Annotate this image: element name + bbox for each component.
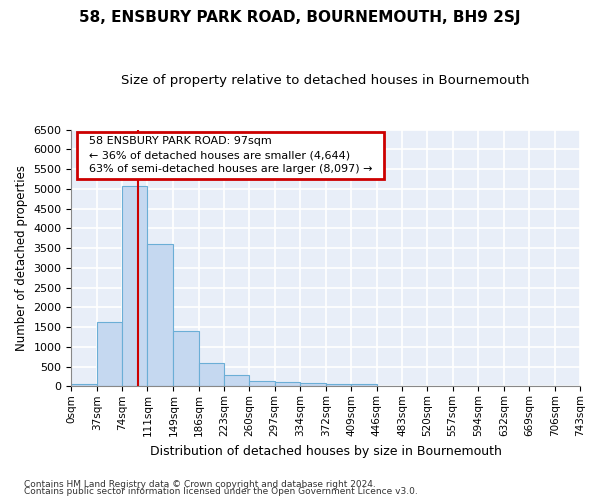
Text: Contains HM Land Registry data © Crown copyright and database right 2024.: Contains HM Land Registry data © Crown c…	[24, 480, 376, 489]
Text: 58 ENSBURY PARK ROAD: 97sqm
  ← 36% of detached houses are smaller (4,644)
  63%: 58 ENSBURY PARK ROAD: 97sqm ← 36% of det…	[82, 136, 379, 174]
Bar	[275, 382, 300, 386]
Bar	[122, 186, 148, 386]
X-axis label: Distribution of detached houses by size in Bournemouth: Distribution of detached houses by size …	[150, 444, 502, 458]
Bar	[352, 384, 377, 386]
Bar	[326, 384, 352, 386]
Bar	[71, 384, 97, 386]
Bar	[173, 330, 199, 386]
Y-axis label: Number of detached properties: Number of detached properties	[15, 165, 28, 351]
Text: Contains public sector information licensed under the Open Government Licence v3: Contains public sector information licen…	[24, 487, 418, 496]
Bar	[148, 244, 173, 386]
Bar	[97, 322, 122, 386]
Bar	[199, 363, 224, 386]
Bar	[300, 384, 326, 386]
Bar	[250, 382, 275, 386]
Title: Size of property relative to detached houses in Bournemouth: Size of property relative to detached ho…	[121, 74, 530, 87]
Bar	[224, 375, 250, 386]
Text: 58, ENSBURY PARK ROAD, BOURNEMOUTH, BH9 2SJ: 58, ENSBURY PARK ROAD, BOURNEMOUTH, BH9 …	[79, 10, 521, 25]
